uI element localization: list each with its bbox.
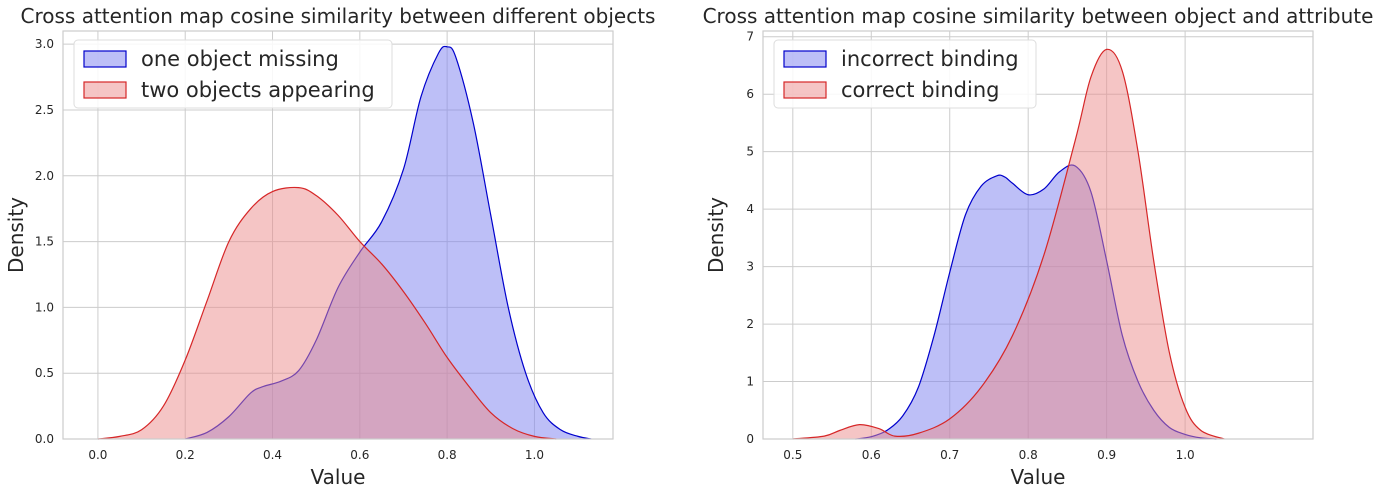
legend-swatch	[83, 50, 127, 68]
chart-title: Cross attention map cosine similarity be…	[703, 4, 1374, 28]
y-tick-label: 7	[746, 30, 754, 44]
y-tick-label: 0	[746, 432, 754, 446]
legend-swatch	[83, 81, 127, 99]
y-tick-label: 2.5	[35, 103, 54, 117]
series-line-2	[792, 48, 1225, 440]
y-tick-label: 6	[746, 87, 754, 101]
x-axis-label: Value	[1011, 465, 1066, 489]
series-line-2	[97, 186, 557, 440]
x-tick-label: 0.4	[263, 448, 282, 462]
y-tick-label: 2.0	[35, 169, 54, 183]
legend-label: correct binding	[841, 78, 999, 102]
legend: one object missing two objects appearing	[73, 39, 393, 109]
x-tick-label: 0.8	[1019, 448, 1038, 462]
x-tick-label: 0.6	[350, 448, 369, 462]
legend: incorrect binding correct binding	[773, 39, 1037, 109]
y-tick-label: 0.0	[35, 432, 54, 446]
legend-label: two objects appearing	[141, 78, 375, 102]
y-tick-label: 1	[746, 375, 754, 389]
y-axis-label: Density	[704, 197, 728, 273]
x-tick-label: 0.0	[88, 448, 107, 462]
x-tick-label: 0.7	[940, 448, 959, 462]
axes-frame	[62, 30, 614, 440]
y-tick-label: 2	[746, 317, 754, 331]
x-tick-label: 0.8	[438, 448, 457, 462]
y-tick-label: 1.5	[35, 235, 54, 249]
y-tick-label: 1.0	[35, 300, 54, 314]
x-axis-label: Value	[311, 465, 366, 489]
x-tick-label: 0.6	[862, 448, 881, 462]
x-tick-label: 0.2	[176, 448, 195, 462]
legend-swatch	[783, 50, 827, 68]
legend-swatch	[783, 81, 827, 99]
series-area-1	[185, 46, 592, 440]
x-tick-label: 1.0	[525, 448, 544, 462]
chart-2: 0.5 0.6 0.7 0.8 0.9 1.0 0 1 2 3 4 5 6 7 Cross attentio…	[703, 4, 1374, 489]
y-tick-label: 0.5	[35, 366, 54, 380]
axes-frame	[762, 30, 1314, 440]
chart-1: 0.0 0.2 0.4 0.6 0.8 1.0 0.0 0.5 1.0 1.5 2.0 2.5 3.0 C…	[4, 4, 655, 489]
legend-label: incorrect binding	[841, 47, 1019, 71]
x-tick-label: 0.5	[783, 448, 802, 462]
legend-label: one object missing	[141, 47, 339, 71]
chart-title: Cross attention map cosine similarity be…	[21, 4, 656, 28]
y-axis-label: Density	[4, 197, 28, 273]
series-area-2	[97, 187, 557, 439]
y-tick-label: 4	[746, 202, 754, 216]
x-tick-label: 1.0	[1176, 448, 1195, 462]
x-tick-label: 0.9	[1097, 448, 1116, 462]
y-tick-label: 3	[746, 260, 754, 274]
legend-box	[73, 39, 393, 109]
y-tick-label: 3.0	[35, 37, 54, 51]
legend-box	[773, 39, 1037, 109]
y-tick-label: 5	[746, 145, 754, 159]
series-area-2	[792, 49, 1225, 440]
